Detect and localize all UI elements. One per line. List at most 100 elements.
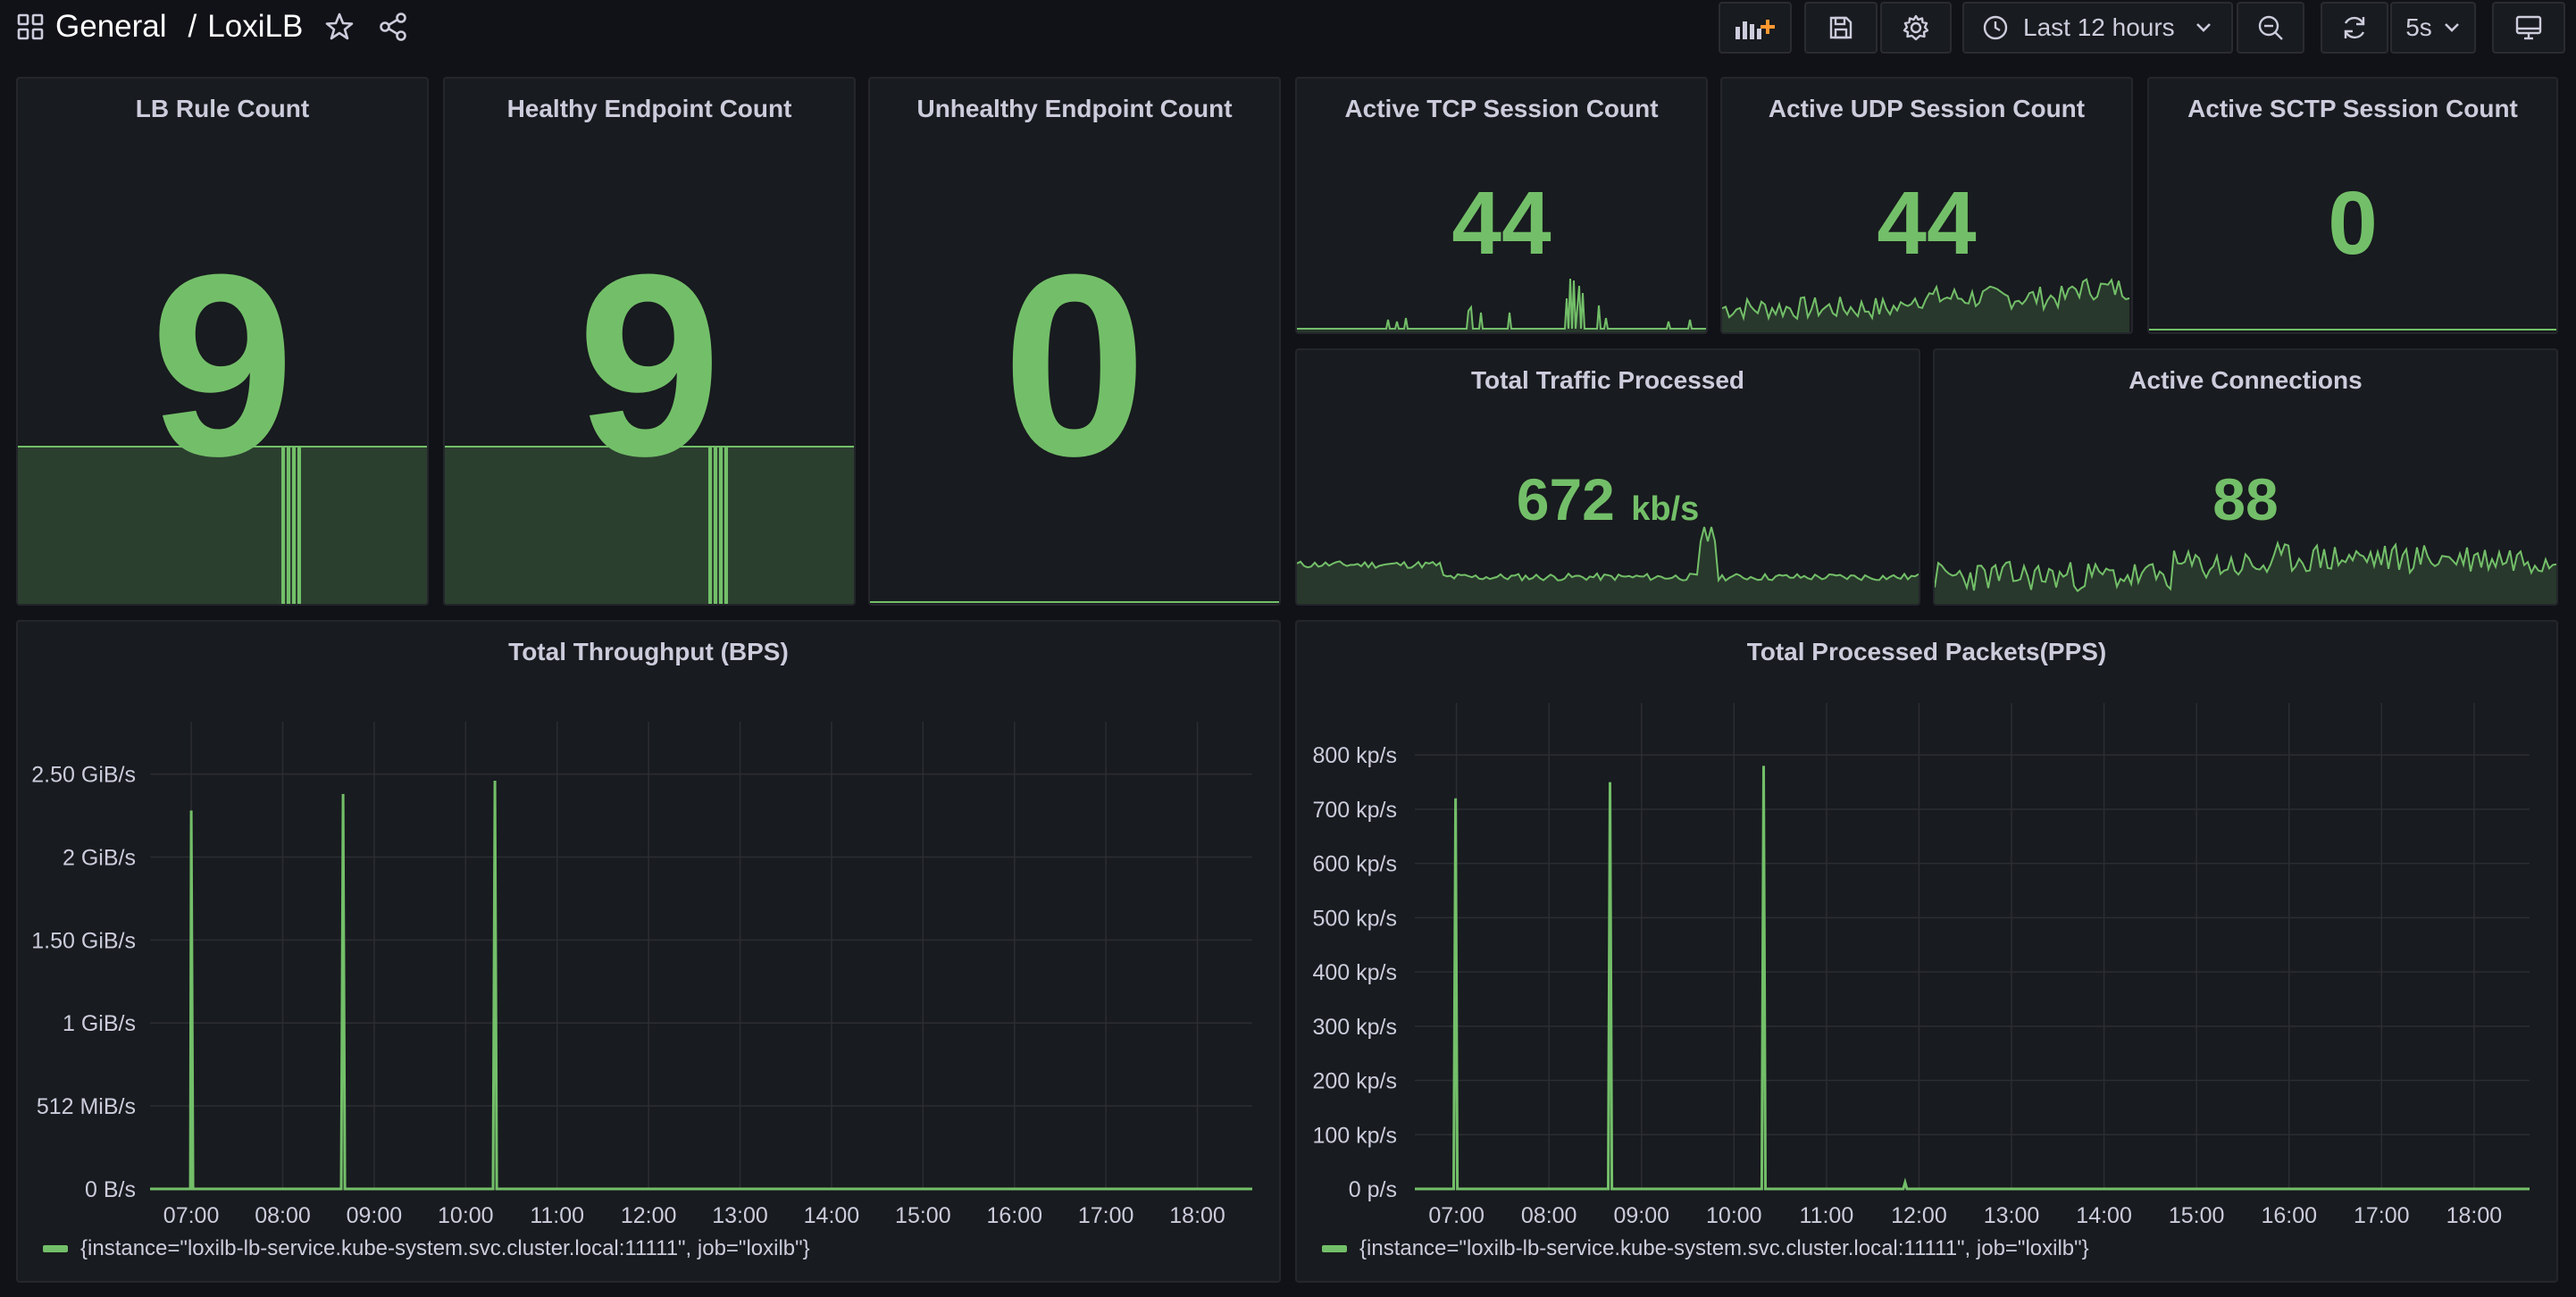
panel-title: Active SCTP Session Count (2187, 95, 2518, 122)
legend-label: {instance="loxilb-lb-service.kube-system… (1359, 1236, 2089, 1260)
panel-total-throughput-bps[interactable]: Total Throughput (BPS) 07:00 08:00 09:00 10… (16, 620, 1281, 1283)
y-tick-label: 2.50 GiB/s (31, 763, 136, 788)
apps-grid-icon[interactable] (16, 13, 45, 41)
throughput-chart: 07:00 08:00 09:00 10:00 11:00 12:00 13:00 14:00… (31, 722, 1252, 1228)
stat-value: 9 (577, 221, 722, 510)
y-tick-label: 0 p/s (1349, 1177, 1397, 1202)
time-range-picker[interactable]: Last 12 hours (1962, 2, 2233, 54)
x-tick-label: 09:00 (1613, 1203, 1669, 1228)
x-tick-label: 10:00 (438, 1203, 494, 1228)
stat-value: 88 (2212, 466, 2279, 532)
series-line (1415, 766, 2530, 1191)
breadcrumb-folder-link[interactable]: General (55, 9, 167, 44)
stat-value: 672 kb/s (1297, 470, 1919, 539)
stat-value: 0 (1002, 221, 1147, 510)
x-tick-label: 17:00 (2354, 1203, 2410, 1228)
y-tick-label: 200 kp/s (1312, 1069, 1397, 1094)
chart-legend[interactable]: {instance="loxilb-lb-service.kube-system… (1322, 1236, 2089, 1261)
panel-total-traffic-processed[interactable]: Total Traffic Processed 672 kb/s (1295, 348, 1920, 606)
x-tick-label: 09:00 (347, 1203, 403, 1228)
sparkline (1935, 540, 2556, 604)
sparkline (445, 446, 854, 604)
panel-title: Unhealthy Endpoint Count (916, 95, 1233, 122)
dashboard-title: LoxiLB (207, 9, 304, 44)
chevron-down-icon (2443, 21, 2461, 34)
panel-title: Active TCP Session Count (1344, 95, 1659, 122)
panel-lb-rule-count[interactable]: LB Rule Count 9 (16, 77, 429, 606)
panel-active-sctp-session-count[interactable]: Active SCTP Session Count 0 (2147, 77, 2558, 334)
panel-healthy-endpoint-count[interactable]: Healthy Endpoint Count 9 (443, 77, 856, 606)
sparkline (870, 601, 1279, 603)
panel-active-udp-session-count[interactable]: Active UDP Session Count 44 (1720, 77, 2133, 334)
refresh-icon (2340, 13, 2369, 42)
x-tick-label: 11:00 (1800, 1203, 1854, 1228)
y-tick-label: 500 kp/s (1312, 906, 1397, 931)
x-tick-label: 16:00 (2261, 1203, 2317, 1228)
stat-value: 9 (150, 221, 295, 510)
x-tick-label: 12:00 (621, 1203, 677, 1228)
share-icon[interactable] (378, 12, 408, 42)
y-tick-label: 400 kp/s (1312, 960, 1397, 985)
panel-title: Active UDP Session Count (1768, 95, 2086, 122)
sparkline (1297, 526, 1919, 604)
stat-unit: kb/s (1631, 490, 1700, 528)
legend-swatch (1322, 1245, 1347, 1252)
panel-active-tcp-session-count[interactable]: Active TCP Session Count 44 (1295, 77, 1708, 334)
stat-value: 0 (2328, 173, 2378, 273)
x-tick-label: 18:00 (2446, 1203, 2503, 1228)
x-tick-label: 14:00 (2076, 1203, 2132, 1228)
panel-title: Total Traffic Processed (1470, 366, 1745, 394)
panel-active-connections[interactable]: Active Connections 88 (1933, 348, 2558, 606)
x-tick-label: 07:00 (163, 1203, 220, 1228)
sparkline (18, 446, 427, 604)
y-tick-label: 700 kp/s (1312, 798, 1397, 823)
y-tick-label: 600 kp/s (1312, 852, 1397, 877)
stat-number: 672 (1516, 466, 1615, 532)
top-nav-bar: General / LoxiLB Last 12 hours (0, 0, 2576, 55)
x-tick-label: 17:00 (1078, 1203, 1134, 1228)
x-tick-label: 14:00 (804, 1203, 860, 1228)
x-tick-label: 12:00 (1891, 1203, 1947, 1228)
time-range-label: Last 12 hours (2023, 13, 2175, 41)
x-tick-label: 10:00 (1706, 1203, 1762, 1228)
y-tick-label: 300 kp/s (1312, 1015, 1397, 1040)
sparkline (1722, 278, 2130, 332)
refresh-button[interactable] (2321, 2, 2388, 54)
packets-chart: 07:00 08:00 09:00 10:00 11:00 12:00 13:00 14:00… (1312, 703, 2530, 1228)
sparkline (2149, 329, 2556, 331)
refresh-interval-picker[interactable]: 5s (2390, 2, 2476, 54)
chart-legend[interactable]: {instance="loxilb-lb-service.kube-system… (43, 1236, 810, 1261)
y-tick-label: 1.50 GiB/s (31, 928, 136, 953)
panel-title: Total Throughput (BPS) (508, 638, 789, 665)
panel-total-processed-packets-pps[interactable]: Total Processed Packets(PPS) 07:00 08:00 0… (1295, 620, 2558, 1283)
zoom-out-button[interactable] (2237, 2, 2304, 54)
add-panel-button[interactable] (1719, 2, 1792, 54)
y-tick-label: 1 GiB/s (63, 1011, 136, 1036)
x-tick-label: 18:00 (1169, 1203, 1225, 1228)
panel-title: Healthy Endpoint Count (506, 95, 792, 122)
save-dashboard-button[interactable] (1804, 2, 1878, 54)
cycle-view-mode-button[interactable] (2492, 2, 2565, 54)
x-tick-label: 13:00 (1984, 1203, 2040, 1228)
legend-swatch (43, 1245, 68, 1252)
legend-label: {instance="loxilb-lb-service.kube-system… (80, 1236, 810, 1260)
gear-icon (1902, 13, 1930, 42)
x-tick-label: 13:00 (712, 1203, 768, 1228)
y-tick-label: 512 MiB/s (37, 1094, 136, 1119)
star-icon[interactable] (324, 12, 355, 42)
save-icon (1827, 14, 1854, 41)
clock-icon (1982, 14, 2009, 41)
panel-title: Total Processed Packets(PPS) (1746, 638, 2107, 665)
x-tick-label: 15:00 (2169, 1203, 2225, 1228)
refresh-interval-label: 5s (2405, 13, 2432, 41)
sparkline (1297, 278, 1706, 332)
x-tick-label: 16:00 (986, 1203, 1042, 1228)
chevron-down-icon (2195, 21, 2212, 34)
stat-value: 44 (1877, 173, 1977, 273)
panel-title: Active Connections (2129, 366, 2363, 394)
zoom-out-icon (2256, 13, 2285, 42)
dashboard-settings-button[interactable] (1880, 2, 1952, 54)
breadcrumb: General / LoxiLB (16, 5, 408, 48)
panel-unhealthy-endpoint-count[interactable]: Unhealthy Endpoint Count 0 (868, 77, 1281, 606)
x-tick-label: 08:00 (1521, 1203, 1577, 1228)
